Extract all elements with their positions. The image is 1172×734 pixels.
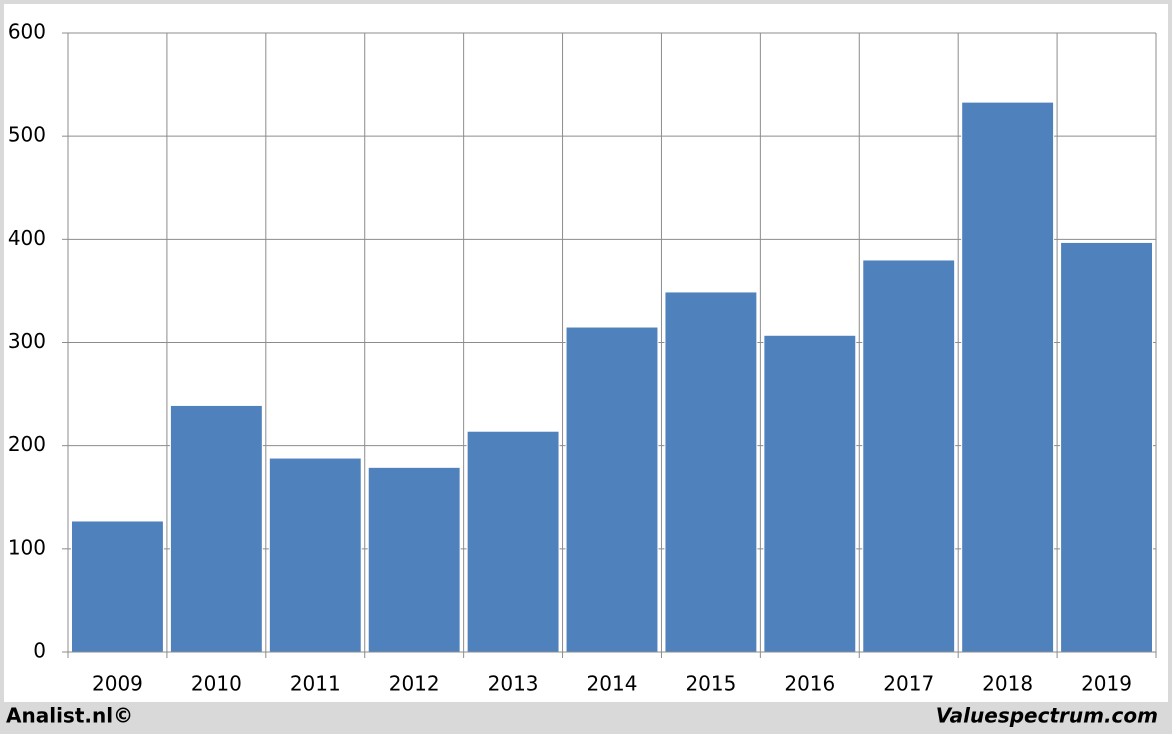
bar	[466, 430, 560, 653]
bar	[367, 466, 461, 653]
y-tick-label: 400	[8, 226, 46, 250]
y-tick-label: 200	[8, 432, 46, 456]
x-tick-label: 2012	[389, 672, 440, 696]
bar	[565, 326, 659, 653]
y-tick-label: 0	[33, 639, 46, 663]
bar	[664, 291, 758, 653]
bar	[1060, 241, 1154, 653]
x-tick-label: 2016	[784, 672, 835, 696]
footer-left: Analist.nl©	[6, 704, 133, 728]
x-tick-label: 2011	[290, 672, 341, 696]
bar	[862, 259, 956, 653]
y-tick-label: 300	[8, 329, 46, 353]
y-tick-label: 600	[8, 20, 46, 44]
x-tick-label: 2018	[982, 672, 1033, 696]
x-tick-label: 2017	[883, 672, 934, 696]
bar	[71, 520, 164, 653]
x-tick-label: 2019	[1081, 672, 1132, 696]
x-tick-label: 2014	[587, 672, 638, 696]
bar	[169, 404, 263, 653]
y-tick-label: 100	[8, 535, 46, 559]
x-tick-label: 2009	[92, 672, 143, 696]
x-tick-label: 2010	[191, 672, 242, 696]
bar	[763, 334, 857, 653]
x-tick-label: 2013	[488, 672, 539, 696]
footer-right: Valuespectrum.com	[936, 704, 1158, 728]
bar	[268, 457, 362, 653]
bar	[961, 101, 1055, 653]
y-tick-label: 500	[8, 123, 46, 147]
x-tick-label: 2015	[685, 672, 736, 696]
